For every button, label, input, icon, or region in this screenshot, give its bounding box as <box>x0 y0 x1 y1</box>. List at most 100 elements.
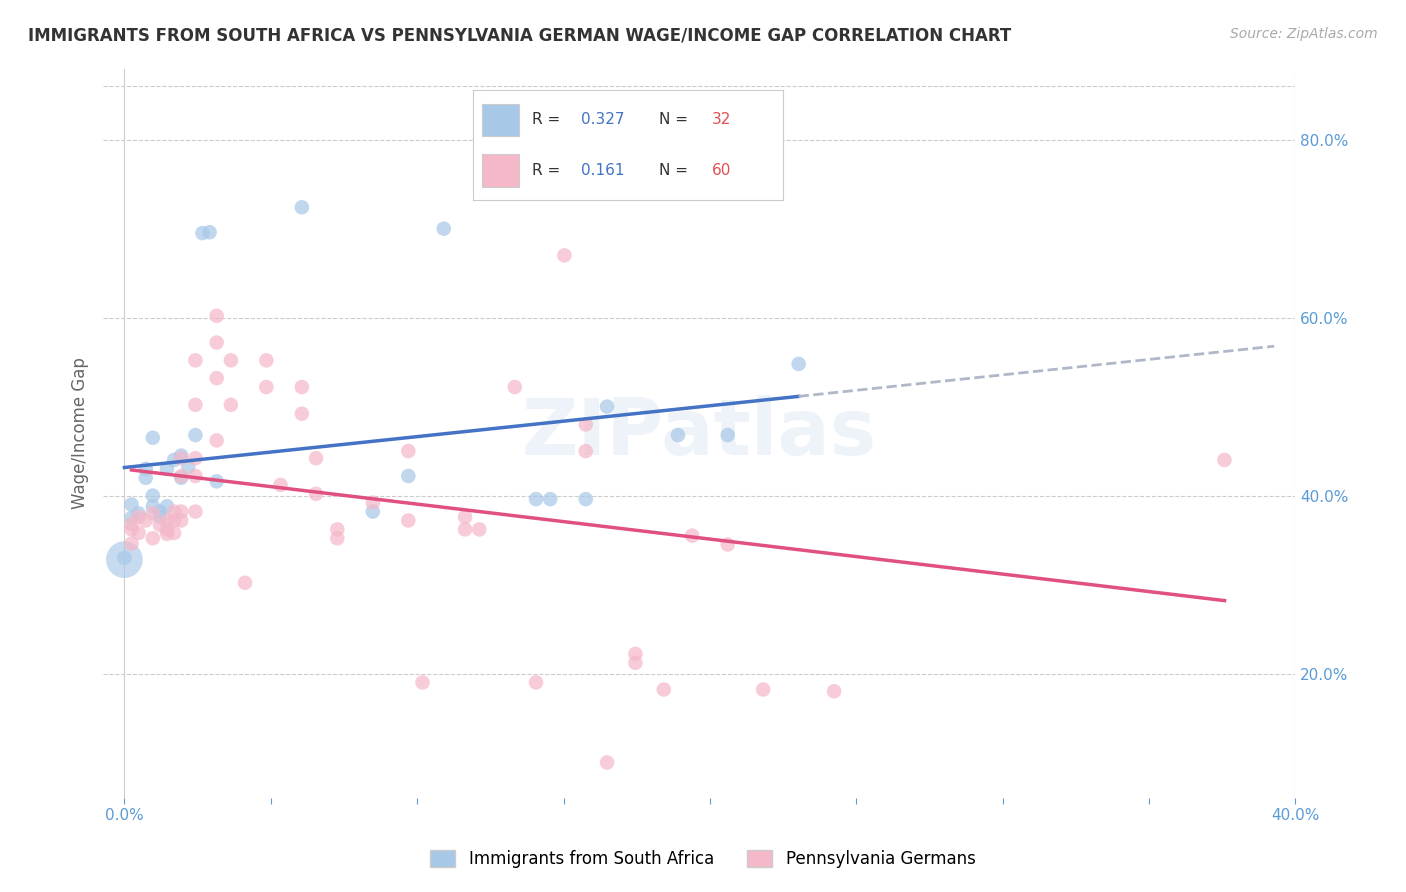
Point <box>142 431 165 445</box>
Point <box>135 513 157 527</box>
Point <box>156 500 179 514</box>
Point <box>170 505 193 519</box>
Point <box>396 513 419 527</box>
Point <box>681 528 703 542</box>
Point <box>142 507 165 521</box>
Point <box>156 513 179 527</box>
Point <box>142 531 165 545</box>
Point <box>112 550 135 565</box>
Point <box>205 309 228 323</box>
Point <box>142 500 165 514</box>
Point <box>184 469 207 483</box>
Point <box>538 492 561 507</box>
Point <box>1213 453 1236 467</box>
Point <box>163 513 186 527</box>
Point <box>652 682 675 697</box>
Point <box>121 536 143 550</box>
Point <box>624 647 647 661</box>
Point <box>787 357 810 371</box>
Point <box>112 552 135 566</box>
Point <box>121 522 143 536</box>
Text: ZIPatlas: ZIPatlas <box>522 395 877 471</box>
Point <box>326 531 349 545</box>
Legend: Immigrants from South Africa, Pennsylvania Germans: Immigrants from South Africa, Pennsylvan… <box>423 843 983 875</box>
Point <box>291 200 314 214</box>
Point <box>575 444 598 458</box>
Point <box>454 522 477 536</box>
Point <box>184 505 207 519</box>
Point <box>142 489 165 503</box>
Point <box>752 682 775 697</box>
Point <box>291 380 314 394</box>
Point <box>163 525 186 540</box>
Point <box>128 507 150 521</box>
Point <box>454 510 477 524</box>
Point <box>254 380 277 394</box>
Point <box>121 498 143 512</box>
Point <box>128 510 150 524</box>
Point <box>184 428 207 442</box>
Point <box>717 537 740 551</box>
Point <box>170 471 193 485</box>
Point <box>170 449 193 463</box>
Point <box>553 248 575 262</box>
Point <box>575 492 598 507</box>
Point <box>205 371 228 385</box>
Point <box>233 575 256 590</box>
Point <box>524 675 547 690</box>
Point <box>270 478 292 492</box>
Point <box>433 221 456 235</box>
Point <box>624 656 647 670</box>
Y-axis label: Wage/Income Gap: Wage/Income Gap <box>72 358 89 509</box>
Point <box>177 460 200 475</box>
Point <box>170 513 193 527</box>
Point <box>503 380 526 394</box>
Point <box>538 151 561 165</box>
Text: IMMIGRANTS FROM SOUTH AFRICA VS PENNSYLVANIA GERMAN WAGE/INCOME GAP CORRELATION : IMMIGRANTS FROM SOUTH AFRICA VS PENNSYLV… <box>28 27 1011 45</box>
Point <box>219 353 242 368</box>
Point <box>184 353 207 368</box>
Point <box>575 417 598 432</box>
Point <box>170 451 193 466</box>
Point <box>184 398 207 412</box>
Point <box>254 353 277 368</box>
Point <box>361 496 384 510</box>
Text: Source: ZipAtlas.com: Source: ZipAtlas.com <box>1230 27 1378 41</box>
Point <box>121 511 143 525</box>
Point <box>163 453 186 467</box>
Point <box>717 428 740 442</box>
Point <box>411 675 433 690</box>
Point <box>219 398 242 412</box>
Point <box>149 510 172 524</box>
Point <box>468 522 491 536</box>
Point <box>156 522 179 536</box>
Point <box>156 462 179 476</box>
Point <box>156 526 179 541</box>
Point <box>149 517 172 532</box>
Point <box>149 505 172 519</box>
Point <box>305 451 328 466</box>
Point <box>666 428 689 442</box>
Point <box>205 475 228 489</box>
Point <box>135 462 157 476</box>
Point <box>128 525 150 540</box>
Point <box>135 471 157 485</box>
Point <box>396 469 419 483</box>
Point <box>396 444 419 458</box>
Point <box>205 335 228 350</box>
Point <box>121 516 143 531</box>
Point <box>198 225 221 239</box>
Point <box>524 492 547 507</box>
Point <box>305 487 328 501</box>
Point <box>326 522 349 536</box>
Point <box>205 434 228 448</box>
Point <box>191 226 214 240</box>
Point <box>163 505 186 519</box>
Point <box>596 400 619 414</box>
Point <box>823 684 845 698</box>
Point <box>291 407 314 421</box>
Point <box>184 451 207 466</box>
Point <box>361 505 384 519</box>
Point <box>170 469 193 483</box>
Point <box>596 756 619 770</box>
